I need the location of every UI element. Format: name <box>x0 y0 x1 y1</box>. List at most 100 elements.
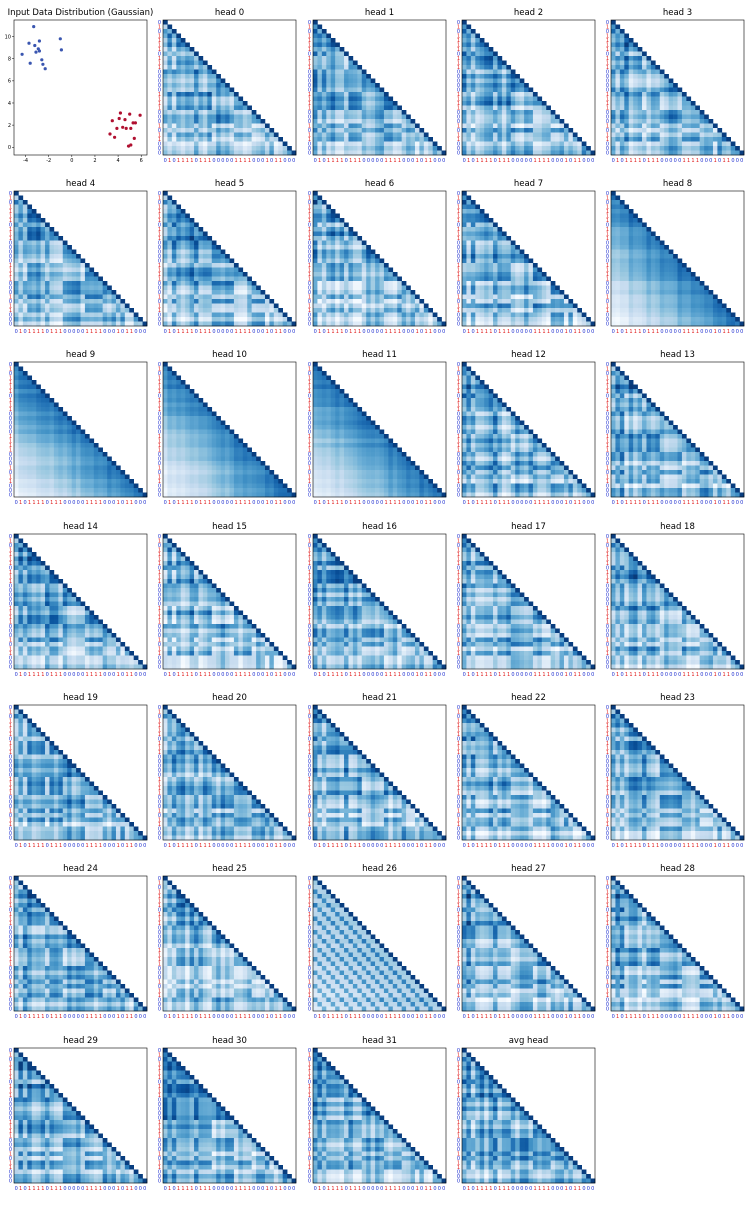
x-token-label: 1 <box>538 329 541 335</box>
heatmap-cell <box>220 141 226 147</box>
heatmap-cell <box>501 290 507 295</box>
heatmap-cell <box>242 123 248 129</box>
heatmap-cell <box>497 87 503 93</box>
heatmap-cell <box>510 317 516 322</box>
x-token-label: 1 <box>485 158 488 164</box>
x-token-label: 0 <box>164 158 167 164</box>
y-token-label: 1 <box>308 65 311 71</box>
heatmap-cell <box>352 105 358 111</box>
heatmap-cell <box>488 65 494 70</box>
heatmap-cell <box>326 141 332 147</box>
heatmap-cell <box>537 123 543 129</box>
heatmap-cell <box>251 150 257 156</box>
y-token-label: 0 <box>9 286 12 292</box>
heatmap-cell <box>528 272 534 277</box>
heatmap-cell <box>462 303 467 309</box>
x-token-label: 0 <box>371 329 374 335</box>
y-token-label: 1 <box>158 272 161 278</box>
heatmap-cell <box>546 123 551 129</box>
heatmap-cell <box>532 141 538 147</box>
heatmap-cell <box>699 119 705 124</box>
heatmap-cell <box>176 281 182 286</box>
heatmap-cell <box>615 285 621 291</box>
heatmap-cell <box>506 128 512 133</box>
heatmap-cell <box>628 209 634 214</box>
heatmap-cell <box>335 227 340 232</box>
heatmap-cell <box>242 272 248 277</box>
heatmap-cell <box>497 56 503 61</box>
heatmap-cell <box>677 294 683 300</box>
heatmap-cell <box>14 420 19 426</box>
heatmap-cell <box>524 312 529 318</box>
heatmap-cell <box>681 321 687 327</box>
heatmap-cell <box>22 317 28 322</box>
heatmap-cell <box>624 114 630 120</box>
heatmap-cell <box>58 303 64 309</box>
heatmap-cell <box>479 78 485 84</box>
heatmap-cell <box>256 285 261 291</box>
heatmap-cell <box>335 272 340 277</box>
heatmap-cell <box>375 272 380 277</box>
heatmap-cell <box>524 281 529 286</box>
heatmap-cell <box>40 308 46 313</box>
heatmap-cell <box>22 371 28 376</box>
heatmap-cell <box>510 78 516 84</box>
heatmap-cell <box>739 321 745 327</box>
heatmap-cell <box>167 227 173 232</box>
heatmap-cell <box>202 236 208 241</box>
heatmap-cell <box>313 299 318 304</box>
heatmap-cell <box>528 267 534 273</box>
heatmap-cell <box>31 209 37 214</box>
x-token-label: 1 <box>476 329 479 335</box>
heatmap-cell <box>180 209 186 214</box>
heatmap-cell <box>488 110 494 115</box>
heatmap-cell <box>466 254 472 259</box>
x-token-label: 1 <box>652 158 655 164</box>
heatmap-cell <box>89 276 95 282</box>
y-token-label: 0 <box>308 299 311 305</box>
heatmap-cell <box>317 137 323 142</box>
heatmap-cell <box>615 24 621 30</box>
heatmap-cell <box>712 321 718 327</box>
heatmap-cell <box>624 321 630 327</box>
heatmap-cell <box>659 276 665 282</box>
heatmap-cell <box>493 69 498 75</box>
heatmap-cell <box>383 294 389 300</box>
heatmap-cell <box>383 119 389 124</box>
y-token-label: 0 <box>158 200 161 206</box>
heatmap-cell <box>14 438 19 444</box>
heatmap-cell <box>475 78 481 84</box>
heatmap-cell <box>563 150 569 156</box>
heatmap-cell <box>171 245 177 250</box>
heatmap-cell <box>383 114 389 120</box>
y-token-label: 1 <box>457 232 460 238</box>
heatmap-cell <box>348 285 354 291</box>
heatmap-cell <box>493 110 498 115</box>
heatmap-cell <box>163 209 168 214</box>
x-token-label: 0 <box>660 329 663 335</box>
heatmap-cell <box>18 272 24 277</box>
heatmap-cell <box>497 236 503 241</box>
heatmap-cell <box>27 263 33 268</box>
heatmap-cell <box>637 240 643 246</box>
heatmap-cell <box>313 254 318 259</box>
heatmap-cell <box>189 290 195 295</box>
y-token-label: 1 <box>606 268 609 274</box>
heatmap-cell <box>677 272 683 277</box>
heatmap-cell <box>528 123 534 129</box>
heatmap-cell <box>348 276 354 282</box>
heatmap-cell <box>98 321 103 327</box>
heatmap-cell <box>98 303 103 309</box>
heatmap-cell <box>695 110 700 115</box>
y-token-label: 0 <box>158 83 161 89</box>
heatmap-cell <box>313 47 318 52</box>
heatmap-cell <box>646 128 652 133</box>
y-token-label: 1 <box>606 43 609 49</box>
heatmap-cell <box>31 213 37 219</box>
heatmap-cell <box>695 119 700 124</box>
heatmap-cell <box>89 317 95 322</box>
heatmap-cell <box>637 146 643 151</box>
heatmap-cell <box>185 263 190 268</box>
y-token-label: 0 <box>308 52 311 58</box>
x-token-label: 0 <box>471 329 474 335</box>
